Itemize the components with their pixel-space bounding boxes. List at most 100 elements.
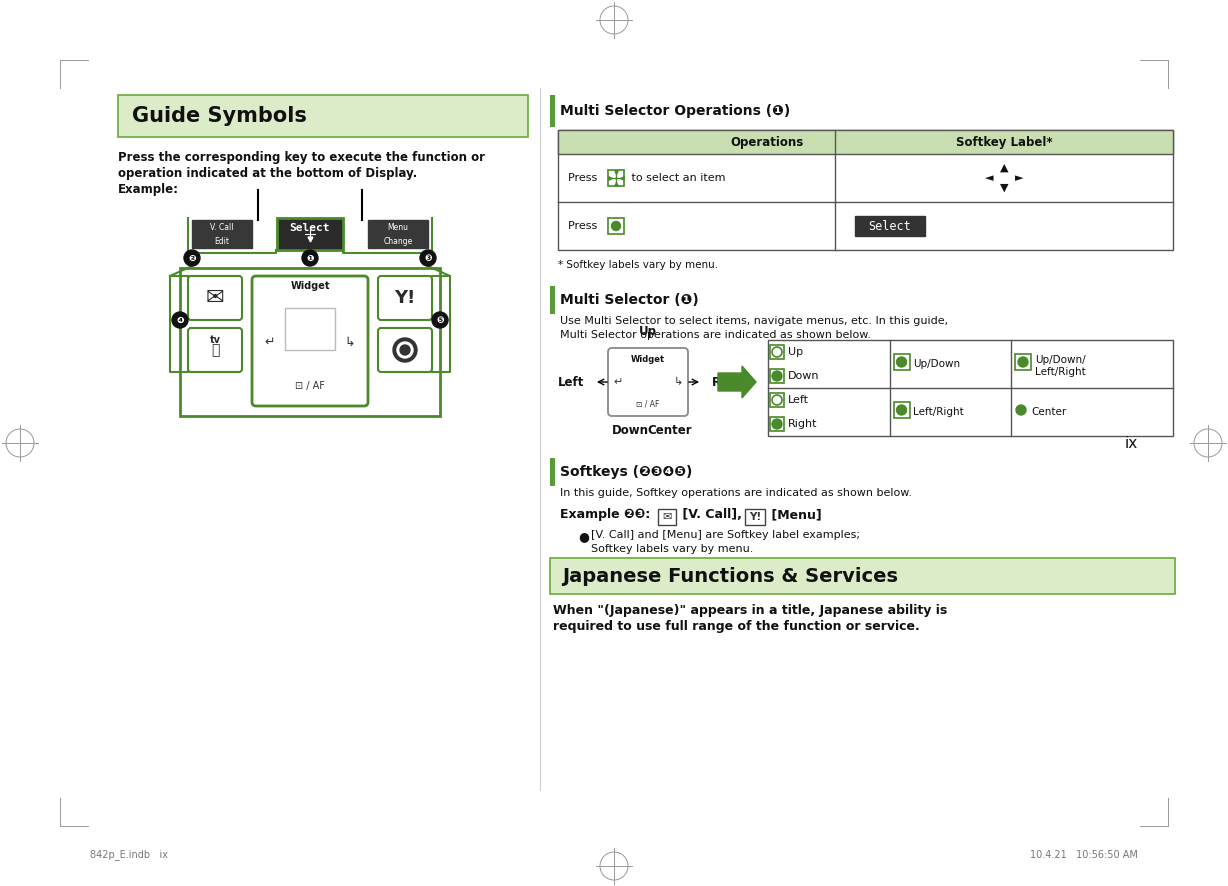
Text: ❸: ❸ <box>424 254 432 263</box>
Circle shape <box>612 222 620 230</box>
Text: Down: Down <box>788 371 819 381</box>
Bar <box>658 509 675 525</box>
Text: ▲: ▲ <box>1000 163 1008 173</box>
Text: Left/Right: Left/Right <box>914 407 964 417</box>
Circle shape <box>772 419 782 429</box>
Text: Select: Select <box>290 223 330 233</box>
Bar <box>118 95 528 137</box>
Text: Menu: Menu <box>388 222 409 231</box>
Text: Multi Selector operations are indicated as shown below.: Multi Selector operations are indicated … <box>560 330 871 340</box>
Text: Edit: Edit <box>215 237 230 245</box>
Bar <box>894 402 910 418</box>
Circle shape <box>302 250 318 266</box>
Text: Center: Center <box>647 424 693 437</box>
Text: ◄: ◄ <box>985 173 993 183</box>
Bar <box>770 417 783 431</box>
Bar <box>894 354 910 370</box>
Bar <box>192 220 252 234</box>
Bar <box>770 369 783 383</box>
Circle shape <box>772 371 782 381</box>
Text: * Softkey labels vary by menu.: * Softkey labels vary by menu. <box>558 260 718 270</box>
Text: tv: tv <box>210 335 221 345</box>
Text: Softkeys (❷❸❹❺): Softkeys (❷❸❹❺) <box>560 465 693 479</box>
Text: ❺: ❺ <box>436 316 443 325</box>
Bar <box>768 340 1173 436</box>
Circle shape <box>397 342 413 358</box>
Circle shape <box>400 345 410 355</box>
Text: Multi Selector (❶): Multi Selector (❶) <box>560 293 699 307</box>
Text: Right: Right <box>788 419 818 429</box>
FancyBboxPatch shape <box>378 276 432 320</box>
Circle shape <box>772 395 782 405</box>
Text: ✉: ✉ <box>205 288 225 308</box>
Text: Down: Down <box>612 424 648 437</box>
Text: Press: Press <box>569 173 600 183</box>
Text: Change: Change <box>383 237 413 245</box>
Circle shape <box>184 250 200 266</box>
Text: 📺: 📺 <box>211 343 219 357</box>
Text: ⊡ / AF: ⊡ / AF <box>295 381 325 391</box>
Text: Guide Symbols: Guide Symbols <box>131 106 307 126</box>
Circle shape <box>432 312 448 328</box>
Text: Widget: Widget <box>631 354 666 363</box>
Bar <box>608 170 624 186</box>
Circle shape <box>420 250 436 266</box>
Text: ❶: ❶ <box>306 254 314 263</box>
Text: ▼: ▼ <box>1000 183 1008 193</box>
Text: ✉: ✉ <box>662 512 672 522</box>
Bar <box>558 130 1173 250</box>
Text: ●: ● <box>578 530 589 543</box>
Text: Widget: Widget <box>290 281 330 291</box>
Text: Up: Up <box>788 347 803 357</box>
Bar <box>1016 354 1032 370</box>
FancyBboxPatch shape <box>188 276 242 320</box>
Text: operation indicated at the bottom of Display.: operation indicated at the bottom of Dis… <box>118 167 418 180</box>
Text: V. Call: V. Call <box>210 222 233 231</box>
FancyBboxPatch shape <box>378 328 432 372</box>
Text: In this guide, Softkey operations are indicated as shown below.: In this guide, Softkey operations are in… <box>560 488 912 498</box>
Circle shape <box>896 405 906 415</box>
Bar <box>285 308 335 350</box>
Text: ❹: ❹ <box>176 316 184 325</box>
Text: [V. Call] and [Menu] are Softkey label examples;: [V. Call] and [Menu] are Softkey label e… <box>591 530 860 540</box>
Text: Japanese Functions & Services: Japanese Functions & Services <box>562 566 898 586</box>
Bar <box>192 234 252 248</box>
Bar <box>770 393 783 407</box>
Bar <box>181 268 440 416</box>
FancyBboxPatch shape <box>188 328 242 372</box>
Text: ⬛: ⬛ <box>403 346 408 354</box>
Text: Y!: Y! <box>394 289 415 307</box>
Text: ↳: ↳ <box>673 377 683 387</box>
Bar <box>550 95 555 127</box>
Text: Operations: Operations <box>731 136 803 149</box>
Text: Y!: Y! <box>749 512 761 522</box>
Circle shape <box>1016 405 1027 415</box>
Text: ↵: ↵ <box>265 336 275 348</box>
Text: Up/Down/: Up/Down/ <box>1035 355 1086 365</box>
Text: Use Multi Selector to select items, navigate menus, etc. In this guide,: Use Multi Selector to select items, navi… <box>560 316 948 326</box>
Text: Select: Select <box>868 220 911 232</box>
Text: ↵: ↵ <box>613 377 623 387</box>
Text: Press: Press <box>569 221 600 231</box>
Bar <box>558 130 1173 154</box>
Text: Press the corresponding key to execute the function or: Press the corresponding key to execute t… <box>118 151 485 164</box>
FancyBboxPatch shape <box>608 348 688 416</box>
Text: Left: Left <box>788 395 809 405</box>
Circle shape <box>1018 357 1028 367</box>
Text: ⊡ / AF: ⊡ / AF <box>636 400 659 408</box>
Text: ix: ix <box>1125 436 1138 450</box>
Text: Left: Left <box>558 376 585 388</box>
Bar <box>550 286 555 314</box>
Text: When "(Japanese)" appears in a title, Japanese ability is: When "(Japanese)" appears in a title, Ja… <box>553 604 947 617</box>
Bar <box>745 509 765 525</box>
Text: ►: ► <box>1014 173 1023 183</box>
Bar <box>368 220 429 234</box>
Text: Softkey Label*: Softkey Label* <box>955 136 1052 149</box>
Polygon shape <box>718 366 756 398</box>
Text: Center: Center <box>1032 407 1066 417</box>
Bar <box>550 558 1175 594</box>
Text: Up/Down: Up/Down <box>914 359 960 369</box>
Text: ↳: ↳ <box>345 336 355 348</box>
Text: 10.4.21   10:56:50 AM: 10.4.21 10:56:50 AM <box>1030 850 1138 860</box>
Text: Example:: Example: <box>118 183 179 196</box>
